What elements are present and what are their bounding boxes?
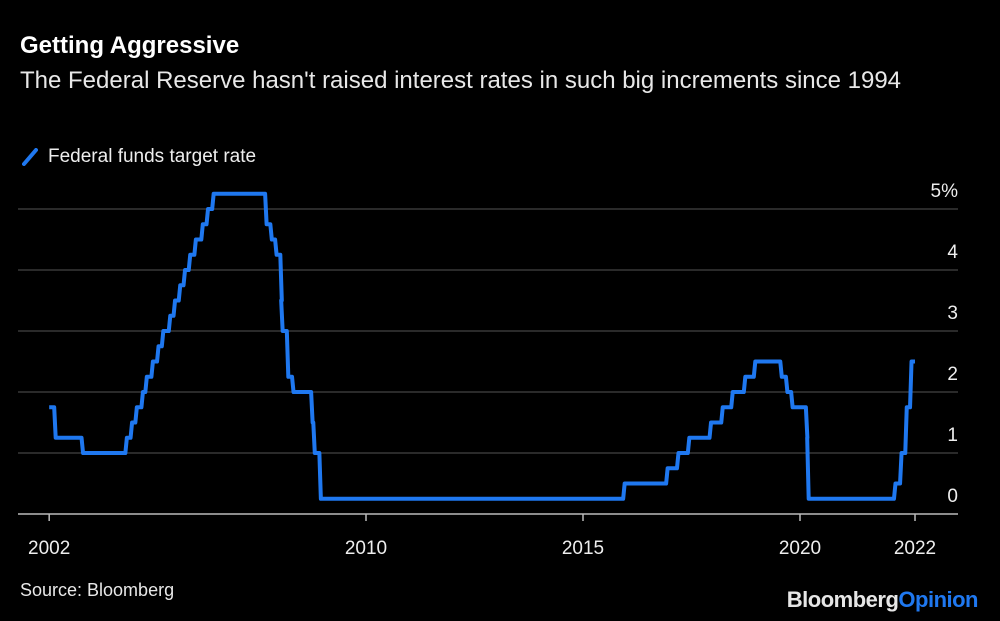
y-tick-label: 1 bbox=[947, 425, 958, 446]
legend: Federal funds target rate bbox=[22, 146, 256, 168]
bloomberg-opinion-logo: BloombergOpinion bbox=[786, 587, 979, 612]
legend-label: Federal funds target rate bbox=[48, 146, 257, 167]
legend-line-icon bbox=[22, 148, 38, 166]
chart-title: Getting Aggressive bbox=[20, 32, 240, 59]
y-tick-label: 3 bbox=[947, 303, 958, 324]
chart-subtitle: The Federal Reserve hasn't raised intere… bbox=[20, 67, 902, 94]
y-tick-label: 4 bbox=[947, 242, 958, 263]
y-tick-label: 5% bbox=[931, 181, 959, 202]
x-tick-label: 2002 bbox=[28, 538, 70, 559]
y-tick-label: 0 bbox=[947, 486, 958, 507]
x-tick-label: 2022 bbox=[894, 538, 936, 559]
x-tick-label: 2010 bbox=[345, 538, 387, 559]
series-line-federal-funds-target-rate bbox=[49, 191, 916, 501]
source-note: Source: Bloomberg bbox=[20, 580, 175, 600]
x-tick-label: 2020 bbox=[779, 538, 821, 559]
y-tick-label: 2 bbox=[947, 364, 958, 385]
x-tick-label: 2015 bbox=[562, 538, 604, 559]
